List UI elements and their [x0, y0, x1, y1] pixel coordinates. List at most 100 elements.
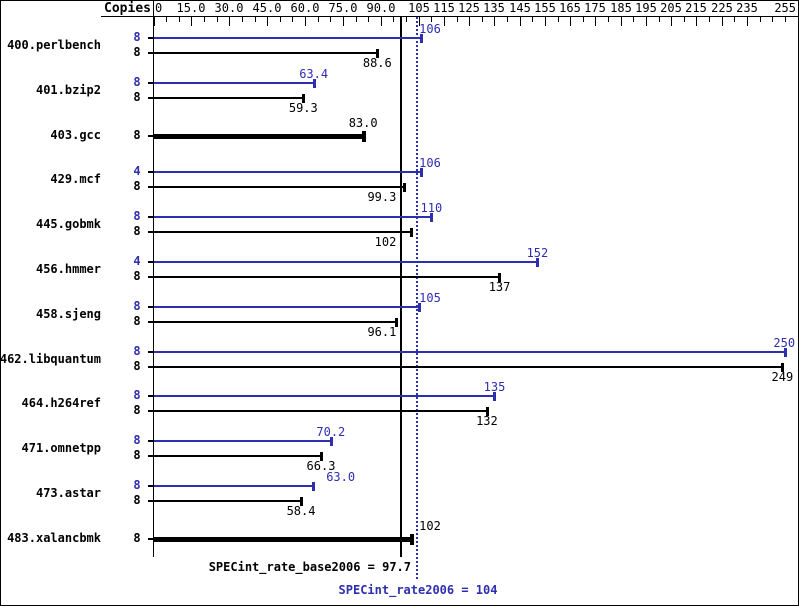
axis-minor-tick — [166, 17, 167, 22]
bold-bar — [154, 536, 412, 542]
axis-minor-tick — [772, 17, 773, 22]
axis-minor-tick — [431, 17, 432, 22]
bar-axis-stub — [148, 410, 154, 413]
axis-minor-tick — [368, 17, 369, 22]
axis-tick-label: 0 — [155, 1, 163, 15]
axis-minor-tick — [255, 17, 256, 22]
copies-value: 8 — [133, 388, 141, 403]
copies-value: 8 — [133, 403, 141, 418]
bar — [154, 186, 405, 189]
axis-minor-tick — [393, 17, 394, 22]
copies-value: 8 — [133, 313, 141, 328]
copies-value: 8 — [133, 127, 141, 142]
axis-minor-tick — [558, 17, 559, 22]
axis-tick-label: 235 — [736, 1, 758, 15]
value-label: 88.6 — [362, 56, 392, 70]
benchmark-label: 401.bzip2 — [35, 82, 101, 97]
bar-end-cap — [430, 213, 434, 223]
axis-tick-label: 105 — [408, 1, 430, 15]
axis-minor-tick — [684, 17, 685, 22]
axis-minor-tick — [760, 17, 761, 22]
copies-value: 8 — [133, 30, 141, 44]
benchmark-label: 456.hmmer — [35, 262, 101, 276]
bar-axis-stub — [148, 81, 154, 84]
axis-tick-label: 195 — [635, 1, 657, 15]
value-label: 63.4 — [299, 66, 329, 81]
axis-tick-label: 165 — [559, 1, 581, 15]
bar-axis-stub — [148, 261, 154, 263]
bar-end-cap — [302, 93, 306, 103]
bar-end-cap — [493, 392, 497, 402]
bar — [154, 485, 313, 487]
value-label: 99.3 — [367, 190, 397, 205]
axis-minor-tick — [292, 17, 293, 22]
copies-value: 8 — [133, 269, 141, 283]
axis-minor-tick — [583, 17, 584, 22]
bold-bar — [154, 133, 364, 139]
bar-axis-stub — [148, 485, 154, 487]
axis-minor-tick — [785, 17, 786, 22]
bar-end-cap — [299, 497, 303, 506]
bar-axis-stub — [148, 37, 154, 39]
bar-end-cap — [312, 78, 316, 88]
axis-minor-tick — [356, 17, 357, 22]
benchmark-label: 400.perlbench — [7, 38, 101, 52]
value-label: 58.4 — [286, 504, 316, 518]
benchmark-label: 445.gobmk — [35, 217, 101, 232]
axis-major-tick — [444, 17, 445, 26]
axis-minor-tick — [204, 17, 205, 22]
copies-value: 8 — [133, 179, 141, 194]
bar-end-cap — [410, 533, 415, 545]
bar — [154, 455, 321, 458]
copies-value: 8 — [133, 209, 141, 224]
copies-value: 8 — [133, 45, 141, 59]
axis-tick-label: 60.0 — [290, 1, 320, 15]
copies-value: 8 — [133, 433, 141, 448]
bar-end-cap — [311, 482, 315, 491]
bar-axis-stub — [148, 134, 154, 137]
bar-end-cap — [498, 273, 502, 282]
axis-major-tick — [595, 17, 596, 26]
bar-end-cap — [783, 347, 787, 357]
value-label: 96.1 — [367, 324, 397, 339]
axis-tick-label: 125 — [458, 1, 480, 15]
copies-value: 8 — [133, 74, 141, 89]
peak-mean-summary: SPECint_rate2006 = 104 — [338, 583, 498, 597]
benchmark-label: 462.libquantum — [0, 351, 101, 366]
bar — [154, 365, 783, 368]
axis-tick-label: 225 — [711, 1, 733, 15]
bar-end-cap — [362, 130, 367, 142]
axis-tick-label: 90.0 — [366, 1, 396, 15]
axis-tick-label: 185 — [610, 1, 632, 15]
bar — [154, 261, 538, 263]
axis-minor-tick — [217, 17, 218, 22]
axis-minor-tick — [406, 17, 407, 22]
bar — [154, 410, 487, 413]
bar-end-cap — [410, 228, 414, 238]
axis-tick-label: 215 — [685, 1, 707, 15]
axis-major-tick — [696, 17, 697, 26]
axis-major-tick — [191, 17, 192, 26]
bar-end-cap — [395, 317, 399, 327]
axis-tick-label: 135 — [483, 1, 505, 15]
axis-tick-label: 255 — [774, 1, 796, 15]
bar-axis-stub — [148, 186, 154, 189]
bar — [154, 231, 412, 234]
base-mean-line — [400, 17, 402, 557]
benchmark-label: 471.omnetpp — [21, 441, 101, 456]
axis-major-tick — [646, 17, 647, 26]
copies-value: 8 — [133, 448, 141, 463]
copies-value: 8 — [133, 224, 141, 239]
copies-value: 8 — [133, 298, 141, 313]
base-mean-summary: SPECint_rate_base2006 = 97.7 — [208, 560, 411, 574]
bar-axis-stub — [148, 455, 154, 458]
axis-major-tick — [494, 17, 495, 26]
axis-major-tick — [419, 17, 420, 26]
bar-axis-stub — [148, 52, 154, 54]
bar-axis-stub — [148, 395, 154, 398]
bar-axis-stub — [148, 305, 154, 308]
bar — [154, 320, 397, 323]
value-label: 137 — [488, 280, 511, 294]
copies-value: 4 — [133, 164, 141, 179]
